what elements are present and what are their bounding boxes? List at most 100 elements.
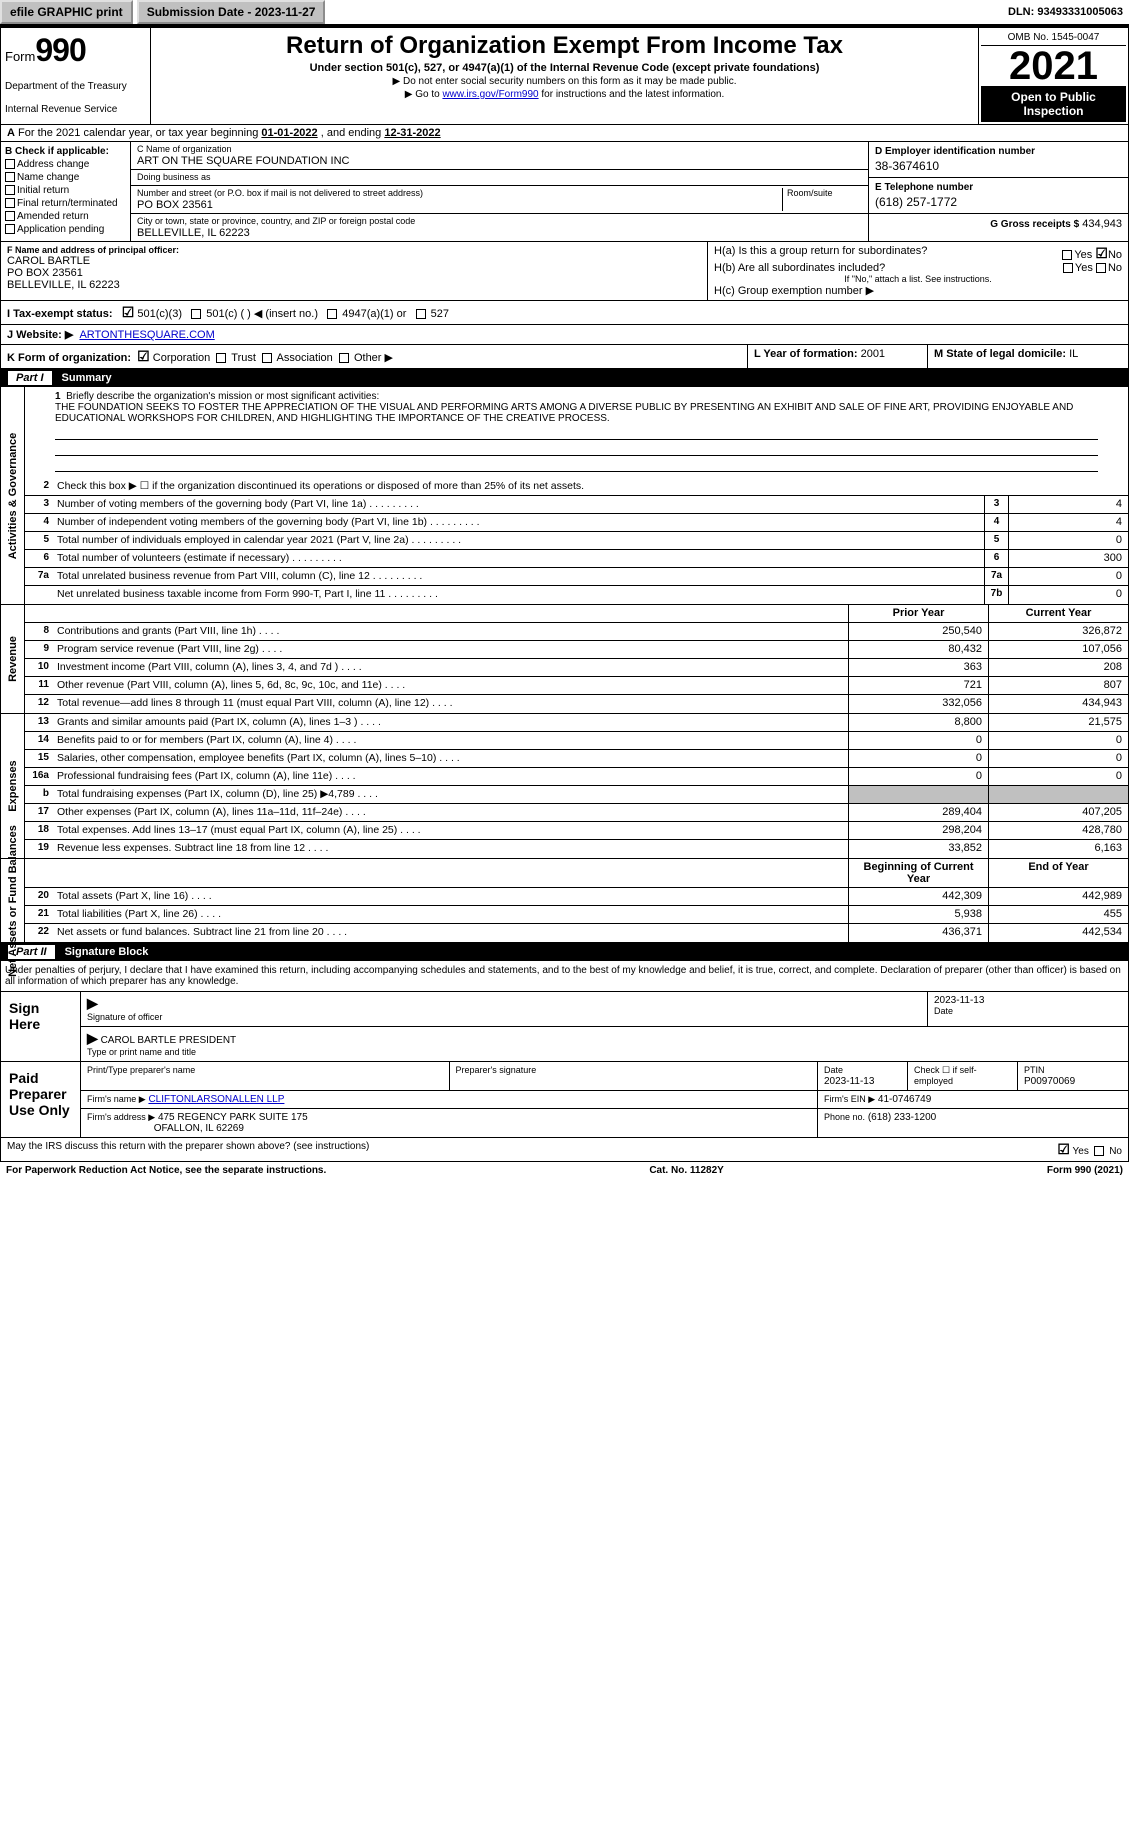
chk-initial[interactable]: Initial return xyxy=(5,185,126,196)
table-row: 15Salaries, other compensation, employee… xyxy=(25,750,1128,768)
self-emp-check[interactable]: Check ☐ if self-employed xyxy=(914,1065,977,1086)
l-value: 2001 xyxy=(861,348,885,360)
line1-mission: 1 Briefly describe the organization's mi… xyxy=(25,387,1128,478)
arrow-icon: ▶ xyxy=(87,995,98,1011)
expenses-section: Expenses 13Grants and similar amounts pa… xyxy=(0,714,1129,859)
officer-name-title: CAROL BARTLE PRESIDENT xyxy=(101,1035,237,1046)
table-row: 14Benefits paid to or for members (Part … xyxy=(25,732,1128,750)
form-header: Form990 Department of the Treasury Inter… xyxy=(0,27,1129,125)
form-footer: Form 990 (2021) xyxy=(1047,1165,1123,1176)
name-label: C Name of organization xyxy=(137,144,862,154)
firm-addr1: 475 REGENCY PARK SUITE 175 xyxy=(158,1112,308,1123)
table-row: bTotal fundraising expenses (Part IX, co… xyxy=(25,786,1128,804)
irs-label: Internal Revenue Service xyxy=(5,104,146,115)
part1-title: Summary xyxy=(62,372,112,384)
chk-address[interactable]: Address change xyxy=(5,159,126,170)
table-row: 4Number of independent voting members of… xyxy=(25,514,1128,532)
discuss-text: May the IRS discuss this return with the… xyxy=(7,1141,369,1158)
part1-num: Part I xyxy=(8,371,52,385)
chk-amended[interactable]: Amended return xyxy=(5,211,126,222)
dept-label: Department of the Treasury xyxy=(5,81,146,92)
table-row: 18Total expenses. Add lines 13–17 (must … xyxy=(25,822,1128,840)
chk-trust[interactable] xyxy=(216,353,226,363)
table-row: 17Other expenses (Part IX, column (A), l… xyxy=(25,804,1128,822)
submission-date-button[interactable]: Submission Date - 2023-11-27 xyxy=(137,0,326,24)
chk-527[interactable] xyxy=(416,309,426,319)
ha-no-checked: ☑ xyxy=(1095,245,1108,261)
col-c-name-address: C Name of organization ART ON THE SQUARE… xyxy=(131,142,868,241)
prep-date-v: 2023-11-13 xyxy=(824,1076,874,1087)
ha-yes[interactable] xyxy=(1062,250,1072,260)
col-current: Current Year xyxy=(988,605,1128,622)
form-number: 990 xyxy=(35,32,85,68)
chk-other[interactable] xyxy=(339,353,349,363)
officer-addr1: PO BOX 23561 xyxy=(7,267,701,279)
sig-officer-label: Signature of officer xyxy=(87,1012,162,1022)
firm-addr2: OFALLON, IL 62269 xyxy=(154,1123,244,1134)
sign-here-block: Sign Here ▶ Signature of officer 2023-11… xyxy=(0,992,1129,1062)
table-row: 8Contributions and grants (Part VIII, li… xyxy=(25,623,1128,641)
table-row: 12Total revenue—add lines 8 through 11 (… xyxy=(25,695,1128,713)
part2-title: Signature Block xyxy=(65,946,149,958)
row-j: J Website: ▶ ARTONTHESQUARE.COM xyxy=(0,325,1129,345)
hb-yes[interactable] xyxy=(1063,263,1073,273)
line2-text: Check this box ▶ ☐ if the organization d… xyxy=(53,478,1128,495)
row-k-l-m: K Form of organization: ☑ Corporation Tr… xyxy=(0,345,1129,369)
irs-link[interactable]: www.irs.gov/Form990 xyxy=(442,89,538,100)
vtab-gov: Activities & Governance xyxy=(1,387,25,604)
table-row: 11Other revenue (Part VIII, column (A), … xyxy=(25,677,1128,695)
mission-text: THE FOUNDATION SEEKS TO FOSTER THE APPRE… xyxy=(55,402,1073,424)
vtab-netassets: Net Assets or Fund Balances xyxy=(1,859,25,942)
ein-label: D Employer identification number xyxy=(875,146,1122,157)
chk-name[interactable]: Name change xyxy=(5,172,126,183)
col-b-checkboxes: B Check if applicable: Address change Na… xyxy=(1,142,131,241)
prep-date-l: Date xyxy=(824,1065,843,1075)
row-a-tax-year: A For the 2021 calendar year, or tax yea… xyxy=(0,125,1129,142)
discuss-yes-checked: ☑ xyxy=(1057,1141,1070,1157)
addr-label: Number and street (or P.O. box if mail i… xyxy=(137,188,782,198)
table-row: 5Total number of individuals employed in… xyxy=(25,532,1128,550)
officer-addr2: BELLEVILLE, IL 62223 xyxy=(7,279,701,291)
table-row: 9Program service revenue (Part VIII, lin… xyxy=(25,641,1128,659)
table-row: 16aProfessional fundraising fees (Part I… xyxy=(25,768,1128,786)
gov-section: Activities & Governance 1 Briefly descri… xyxy=(0,387,1129,605)
form-id-cell: Form990 Department of the Treasury Inter… xyxy=(1,28,151,124)
hb-label: H(b) Are all subordinates included? xyxy=(714,262,885,274)
ha-label: H(a) Is this a group return for subordin… xyxy=(714,245,927,262)
tax-year: 2021 xyxy=(981,46,1126,86)
col-begin: Beginning of Current Year xyxy=(848,859,988,887)
website-link[interactable]: ARTONTHESQUARE.COM xyxy=(79,329,214,341)
addr-value: PO BOX 23561 xyxy=(137,199,782,211)
phone-label: E Telephone number xyxy=(875,182,1122,193)
form-title: Return of Organization Exempt From Incom… xyxy=(159,32,970,60)
sig-date-label: Date xyxy=(934,1006,953,1016)
firm-ein: 41-0746749 xyxy=(878,1094,931,1105)
firm-addr-label: Firm's address ▶ xyxy=(87,1112,155,1122)
chk-4947[interactable] xyxy=(327,309,337,319)
cat-no: Cat. No. 11282Y xyxy=(649,1165,723,1176)
chk-501c[interactable] xyxy=(191,309,201,319)
chk-501c3-checked: ☑ xyxy=(122,304,135,320)
name-title-label: Type or print name and title xyxy=(87,1047,196,1057)
table-row: Net unrelated business taxable income fr… xyxy=(25,586,1128,604)
m-value: IL xyxy=(1069,348,1078,360)
table-row: 13Grants and similar amounts paid (Part … xyxy=(25,714,1128,732)
firm-name-link[interactable]: CLIFTONLARSONALLEN LLP xyxy=(148,1094,284,1105)
goto-note: ▶ Go to www.irs.gov/Form990 for instruct… xyxy=(159,89,970,100)
revenue-section: Revenue Prior Year Current Year 8Contrib… xyxy=(0,605,1129,714)
table-row: 10Investment income (Part VIII, column (… xyxy=(25,659,1128,677)
firm-ein-label: Firm's EIN ▶ xyxy=(824,1094,875,1104)
chk-corp-checked: ☑ xyxy=(137,348,150,364)
hb-no[interactable] xyxy=(1096,263,1106,273)
j-label: J Website: ▶ xyxy=(7,329,73,341)
dln-label: DLN: 93493331005063 xyxy=(1002,4,1129,20)
hb-note: If "No," attach a list. See instructions… xyxy=(714,274,1122,284)
paid-preparer-label: Paid Preparer Use Only xyxy=(1,1062,81,1137)
chk-pending[interactable]: Application pending xyxy=(5,224,126,235)
chk-final[interactable]: Final return/terminated xyxy=(5,198,126,209)
paid-preparer-block: Paid Preparer Use Only Print/Type prepar… xyxy=(0,1062,1129,1138)
discuss-no[interactable] xyxy=(1094,1146,1104,1156)
chk-assoc[interactable] xyxy=(262,353,272,363)
pra-notice: For Paperwork Reduction Act Notice, see … xyxy=(6,1165,326,1176)
header-title-cell: Return of Organization Exempt From Incom… xyxy=(151,28,978,124)
